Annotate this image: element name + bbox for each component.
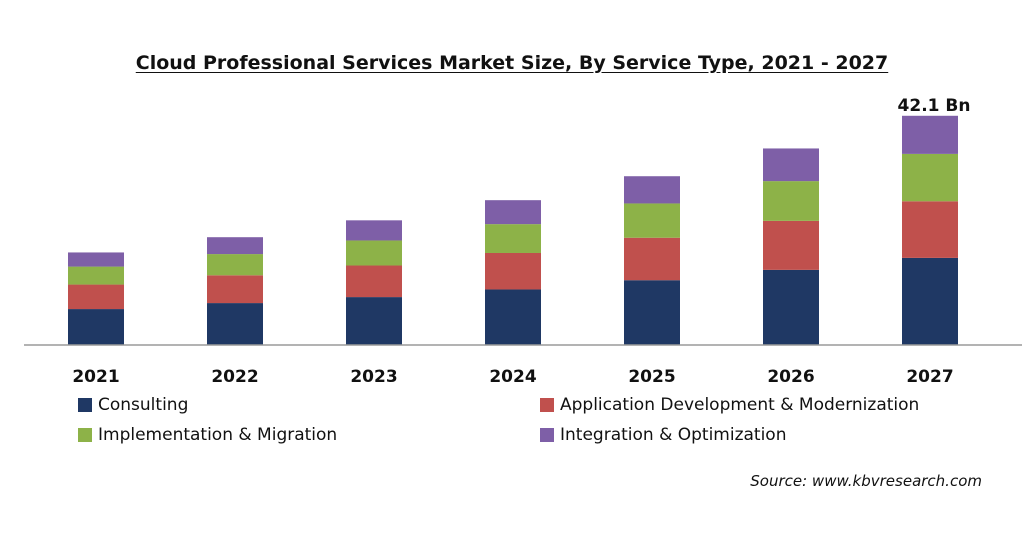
- legend-item-implementation-migration: Implementation & Migration: [78, 425, 337, 445]
- x-tick-label-2022: 2022: [211, 367, 258, 387]
- bar-implementation-migration-2022: [207, 254, 263, 276]
- bar-implementation-migration-2021: [68, 266, 124, 285]
- x-tick-label-2024: 2024: [489, 367, 536, 387]
- bar-consulting-2024: [485, 289, 541, 345]
- bar-application-development-modernization-2021: [68, 284, 124, 310]
- legend-swatch-integration-optimization: [540, 428, 554, 442]
- bar-consulting-2023: [346, 297, 402, 345]
- bar-application-development-modernization-2025: [624, 237, 680, 281]
- bar-application-development-modernization-2024: [485, 252, 541, 290]
- bar-consulting-2022: [207, 303, 263, 345]
- legend-swatch-implementation-migration: [78, 428, 92, 442]
- source-note: Source: www.kbvresearch.com: [750, 472, 982, 490]
- legend-label-application-development: Application Development & Modernization: [560, 395, 920, 415]
- x-tick-label-2026: 2026: [767, 367, 814, 387]
- legend-item-integration-optimization: Integration & Optimization: [540, 425, 787, 445]
- bar-integration-optimization-2027: [902, 115, 958, 154]
- bar-integration-optimization-2022: [207, 237, 263, 255]
- bar-integration-optimization-2026: [763, 148, 819, 182]
- bar-implementation-migration-2025: [624, 203, 680, 238]
- bar-application-development-modernization-2022: [207, 275, 263, 304]
- total-label-2027: 42.1 Bn: [898, 96, 971, 116]
- bar-application-development-modernization-2023: [346, 265, 402, 298]
- legend-label-integration-optimization: Integration & Optimization: [560, 425, 787, 445]
- bar-application-development-modernization-2026: [763, 220, 819, 270]
- legend-label-consulting: Consulting: [98, 395, 189, 415]
- x-tick-label-2027: 2027: [906, 367, 953, 387]
- x-tick-label-2025: 2025: [628, 367, 675, 387]
- bar-integration-optimization-2021: [68, 252, 124, 267]
- x-tick-label-2023: 2023: [350, 367, 397, 387]
- legend-item-application-development: Application Development & Modernization: [540, 395, 919, 415]
- bar-consulting-2021: [68, 309, 124, 345]
- bar-consulting-2025: [624, 280, 680, 345]
- legend-swatch-application-development: [540, 398, 554, 412]
- bar-integration-optimization-2025: [624, 176, 680, 204]
- bar-implementation-migration-2027: [902, 153, 958, 202]
- legend-label-implementation-migration: Implementation & Migration: [98, 425, 338, 445]
- legend-item-consulting: Consulting: [78, 395, 188, 415]
- bar-application-development-modernization-2027: [902, 201, 958, 258]
- bar-implementation-migration-2023: [346, 240, 402, 266]
- bar-integration-optimization-2024: [485, 200, 541, 225]
- bar-implementation-migration-2024: [485, 224, 541, 253]
- bar-implementation-migration-2026: [763, 181, 819, 221]
- chart-title: Cloud Professional Services Market Size,…: [135, 52, 889, 74]
- bar-consulting-2026: [763, 269, 819, 345]
- bar-integration-optimization-2023: [346, 220, 402, 241]
- legend-swatch-consulting: [78, 398, 92, 412]
- bar-consulting-2027: [902, 257, 958, 345]
- x-tick-label-2021: 2021: [72, 367, 119, 387]
